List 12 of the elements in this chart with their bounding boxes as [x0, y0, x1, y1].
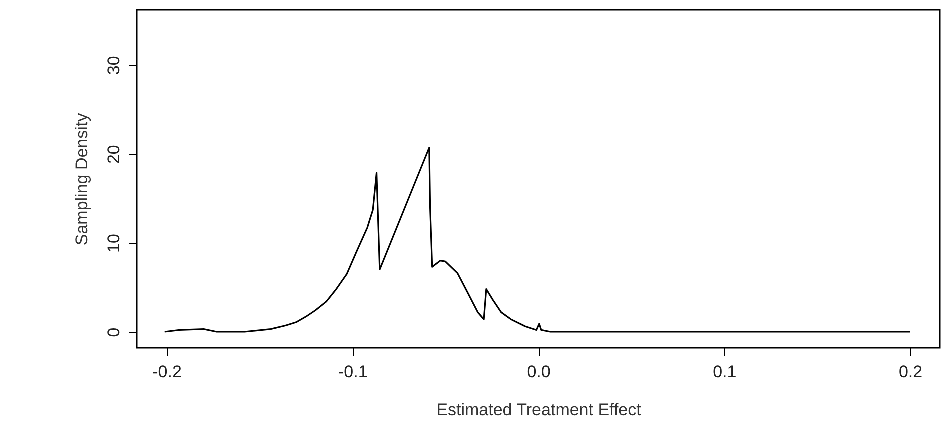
y-tick-label: 30	[104, 56, 124, 76]
x-tick-label: 0.0	[527, 362, 551, 382]
y-tick-label: 20	[104, 145, 124, 164]
y-axis-title: Sampling Density	[72, 112, 92, 246]
line-series	[164, 147, 912, 333]
x-tick-label: -0.1	[338, 362, 368, 382]
x-axis-title: Estimated Treatment Effect	[436, 400, 642, 420]
y-tick-label: 0	[104, 328, 124, 338]
y-tick-label: 10	[104, 234, 124, 254]
x-tick-label: -0.2	[152, 362, 182, 382]
x-tick-label: 0.1	[713, 362, 737, 382]
x-tick-label: 0.2	[898, 362, 923, 382]
